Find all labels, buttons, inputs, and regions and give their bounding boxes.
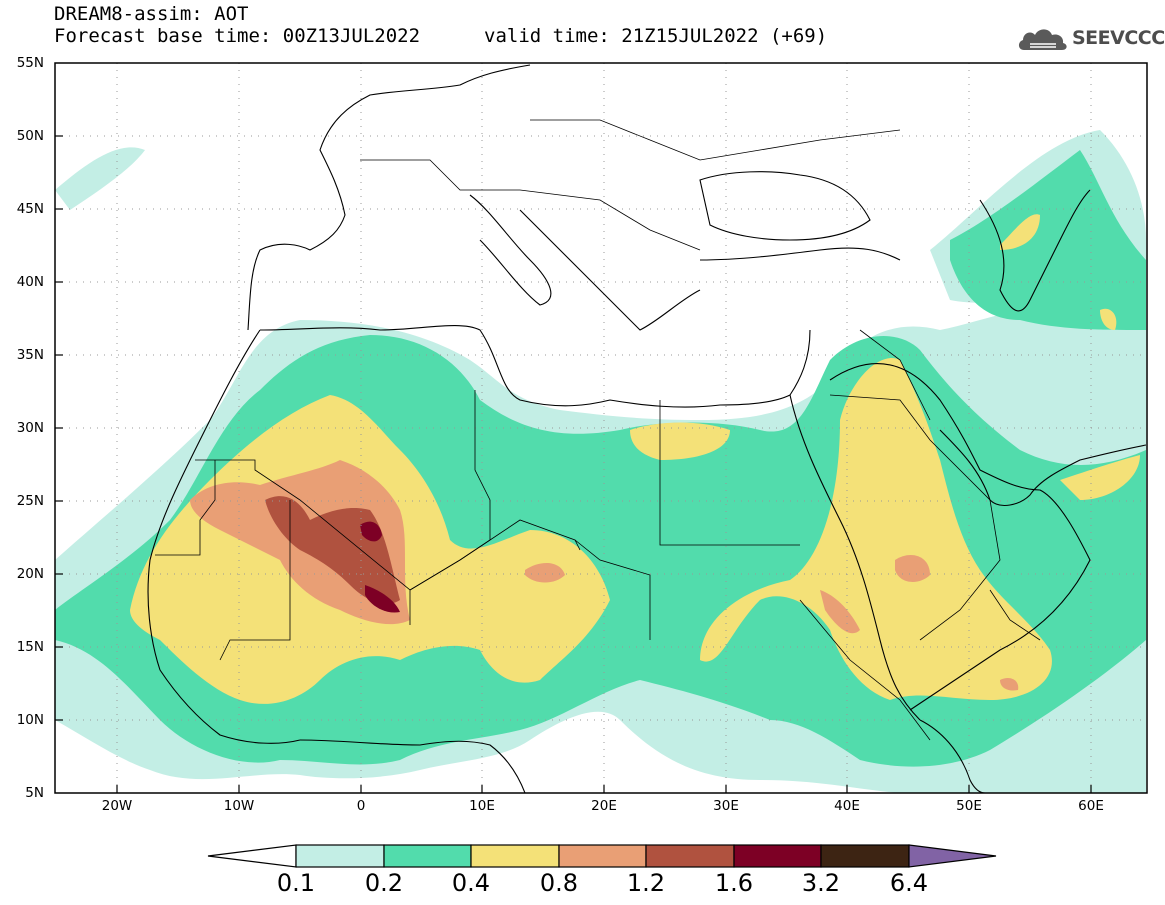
- border-iraq-iran: [859, 329, 931, 421]
- colorbar-swatch-4: [558, 844, 647, 868]
- aot-band-0.8-arabia: [895, 555, 930, 582]
- coast-red-sea: [789, 394, 921, 721]
- border-europe-east: [530, 119, 901, 161]
- border-europe-inner: [360, 159, 701, 251]
- colorbar-swatch-6: [733, 844, 822, 868]
- lat-label: 25N: [16, 493, 44, 509]
- colorbar: [207, 844, 997, 868]
- lon-label: 40E: [834, 798, 860, 814]
- lon-label: 50E: [956, 798, 982, 814]
- aot-band-1.6-sahara: [360, 521, 382, 542]
- colorbar-swatch-5: [645, 844, 735, 868]
- axis-ticks: [55, 135, 1092, 793]
- aot-band-0.8-redsea: [820, 590, 860, 634]
- colorbar-high-triangle: [908, 844, 997, 868]
- lat-label: 20N: [16, 566, 44, 582]
- logo-text: SEEVCCC: [1072, 27, 1165, 49]
- coast-balkans: [519, 209, 701, 331]
- colorbar-label: 3.2: [801, 869, 841, 897]
- colorbar-label: 0.1: [276, 869, 316, 897]
- coastlines: [147, 64, 1147, 793]
- aot-band-0.8-yemen: [1000, 678, 1019, 691]
- aot-band-0.8-chad: [525, 563, 565, 583]
- coast-gulf-guinea: [299, 739, 526, 793]
- lon-label: 0: [356, 798, 366, 814]
- lon-label: 60E: [1078, 798, 1104, 814]
- aot-band-0.2-caspian: [950, 150, 1146, 330]
- lat-label: 5N: [25, 785, 44, 801]
- border-mauritania-west: [155, 460, 216, 556]
- colorbar-swatch-3: [470, 844, 560, 868]
- lat-label: 10N: [16, 712, 44, 728]
- lat-label: 50N: [16, 128, 44, 144]
- border-egypt-sudan: [659, 420, 800, 546]
- colorbar-swatch-1: [295, 844, 385, 868]
- border-yemen-oman: [989, 589, 1041, 641]
- lon-label: 20E: [591, 798, 617, 814]
- coast-italy: [469, 194, 552, 306]
- colorbar-label: 0.8: [539, 869, 579, 897]
- valid-time: valid time: 21Z15JUL2022 (+69): [484, 25, 828, 47]
- colorbar-swatch-2: [383, 844, 472, 868]
- lat-label: 55N: [16, 55, 44, 71]
- aot-band-0.4-gulf: [1060, 455, 1140, 500]
- aot-band-0.4-caspian-east: [1100, 308, 1117, 330]
- coast-black-sea: [699, 171, 871, 241]
- colorbar-label: 6.4: [889, 869, 929, 897]
- aot-band-0.4-arabia: [700, 358, 1052, 700]
- country-borders: [155, 119, 1041, 741]
- border-mauritania-mali: [195, 459, 411, 625]
- lat-label: 40N: [16, 274, 44, 290]
- colorbar-label: 1.6: [714, 869, 754, 897]
- border-chad-sudan: [574, 539, 651, 640]
- chart-title: DREAM8-assim: AOT: [54, 3, 249, 25]
- colorbar-label: 0.4: [451, 869, 491, 897]
- border-ethiopia: [799, 599, 931, 741]
- lon-label: 10W: [223, 798, 255, 814]
- colorbar-swatch-7: [820, 844, 910, 868]
- coast-north-africa: [259, 325, 811, 408]
- border-saudi: [829, 394, 1001, 641]
- colorbar-label: 1.2: [626, 869, 666, 897]
- cloud-icon: [1018, 29, 1067, 50]
- coast-horn: [919, 719, 986, 793]
- lon-label: 10E: [469, 798, 495, 814]
- coast-persian-gulf: [939, 429, 1147, 506]
- colorbar-label: 0.2: [364, 869, 404, 897]
- lat-label: 35N: [16, 347, 44, 363]
- coast-caspian: [979, 189, 1091, 312]
- lat-label: 30N: [16, 420, 44, 436]
- forecast-base-time: Forecast base time: 00Z13JUL2022: [54, 25, 421, 47]
- aot-band-1.6-mali: [365, 585, 400, 613]
- aot-band-0.4-egypt: [630, 422, 730, 460]
- aot-field: [55, 130, 1146, 793]
- seevccc-logo: SEEVCCC: [1016, 21, 1165, 57]
- lon-label: 20W: [101, 798, 133, 814]
- aot-band-0.4-caspian: [1000, 214, 1040, 250]
- grid-lines: [55, 63, 1147, 793]
- lon-label: 30E: [713, 798, 739, 814]
- coast-turkey: [699, 247, 901, 261]
- aot-band-0.1-atlantic: [55, 147, 145, 210]
- coast-europe-west: [247, 64, 531, 331]
- coast-arabia: [829, 363, 1091, 711]
- border-niger-chad: [409, 519, 581, 591]
- coast-west-africa: [147, 329, 301, 744]
- lat-label: 45N: [16, 201, 44, 217]
- lat-label: 15N: [16, 639, 44, 655]
- border-mali-niger: [219, 500, 291, 661]
- colorbar-low-triangle: [207, 844, 297, 868]
